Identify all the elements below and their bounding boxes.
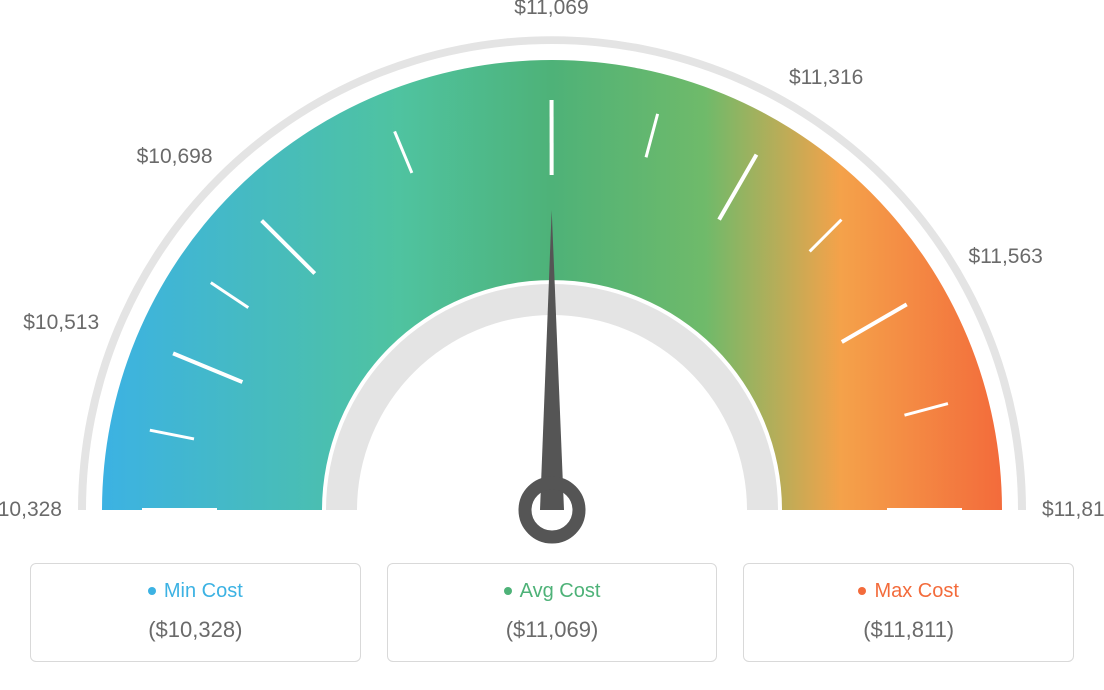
avg-cost-title-text: Avg Cost	[520, 580, 601, 602]
max-cost-title-text: Max Cost	[874, 580, 958, 602]
min-cost-title-text: Min Cost	[164, 580, 243, 602]
circle-icon	[504, 587, 512, 595]
min-cost-card: Min Cost ($10,328)	[30, 563, 361, 662]
max-cost-card: Max Cost ($11,811)	[743, 563, 1074, 662]
gauge-svg	[0, 0, 1104, 555]
circle-icon	[148, 587, 156, 595]
avg-cost-title: Avg Cost	[388, 580, 717, 603]
avg-cost-card: Avg Cost ($11,069)	[387, 563, 718, 662]
cost-gauge-widget: $10,328 $10,513 $10,698 $11,069 $11,316 $11,5…	[0, 0, 1104, 690]
gauge: $10,328 $10,513 $10,698 $11,069 $11,316 $11,5…	[0, 0, 1104, 555]
summary-row: Min Cost ($10,328) Avg Cost ($11,069) Ma…	[30, 563, 1074, 662]
circle-icon	[858, 587, 866, 595]
gauge-tick-label: $11,069	[514, 0, 588, 20]
gauge-tick-label: $10,698	[137, 145, 213, 169]
gauge-tick-label: $10,328	[0, 498, 62, 522]
gauge-tick-label: $11,563	[968, 245, 1042, 269]
gauge-tick-label: $10,513	[23, 311, 99, 335]
max-cost-title: Max Cost	[744, 580, 1073, 603]
max-cost-value: ($11,811)	[744, 617, 1073, 643]
gauge-tick-label: $11,316	[789, 66, 863, 90]
avg-cost-value: ($11,069)	[388, 617, 717, 643]
min-cost-value: ($10,328)	[31, 617, 360, 643]
gauge-tick-label: $11,811	[1042, 498, 1104, 522]
min-cost-title: Min Cost	[31, 580, 360, 603]
